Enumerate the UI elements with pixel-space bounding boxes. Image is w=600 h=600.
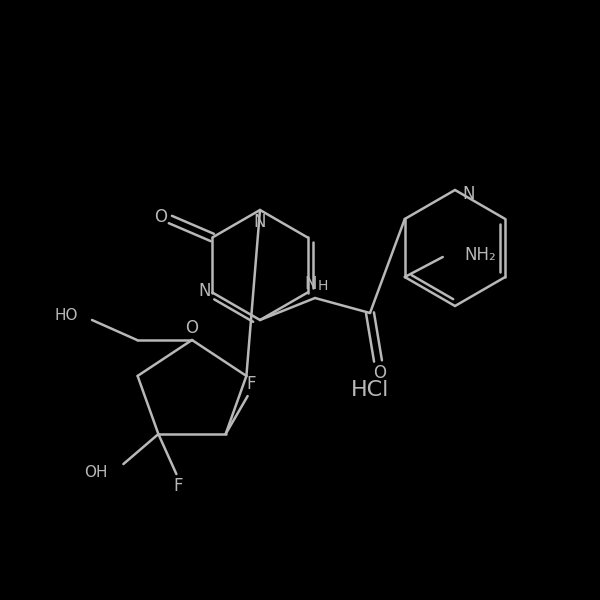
Text: H: H [318,279,328,293]
Text: O: O [373,364,386,382]
Text: O: O [185,319,199,337]
Text: HO: HO [55,308,78,323]
Text: N: N [198,281,211,299]
Text: N: N [463,185,475,203]
Text: OH: OH [84,464,107,479]
Text: O: O [154,208,167,226]
Text: HCl: HCl [351,380,389,400]
Text: F: F [247,375,256,393]
Text: N: N [254,213,266,231]
Text: N: N [305,275,317,293]
Text: NH₂: NH₂ [465,246,497,264]
Text: F: F [173,477,183,495]
